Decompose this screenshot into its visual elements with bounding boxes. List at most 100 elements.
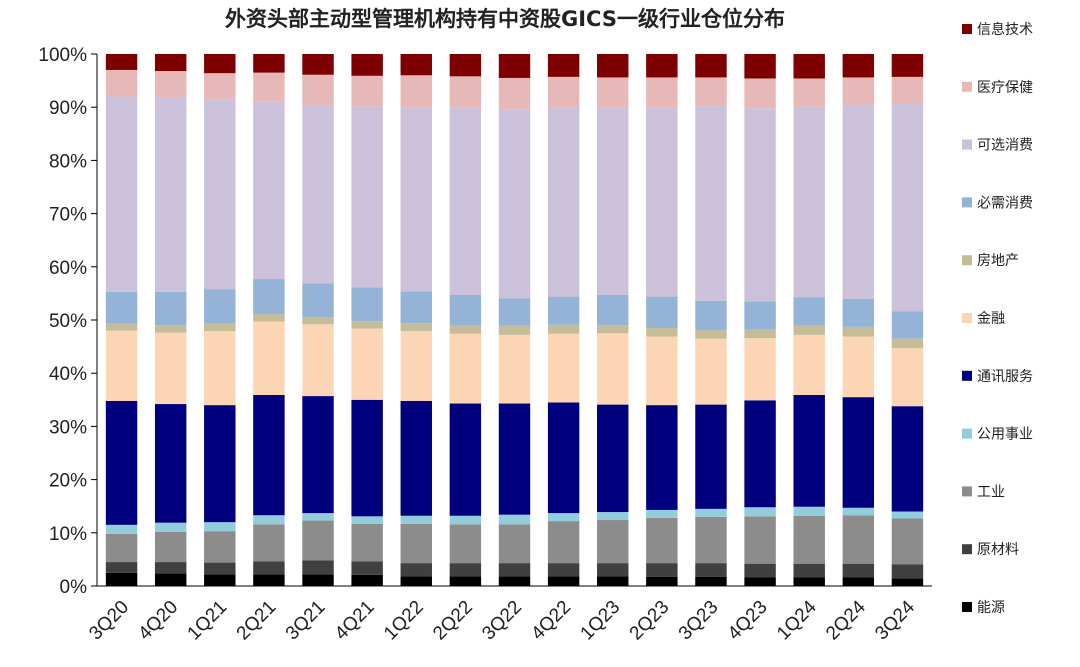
legend-swatch	[962, 197, 972, 208]
bar-stack-3Q24	[891, 54, 924, 586]
bar-segment-1Q21-9	[204, 99, 236, 290]
bar-segment-2Q23-3	[646, 517, 678, 564]
bar-segment-3Q24-10	[891, 76, 924, 104]
bar-segment-3Q21-4	[302, 513, 334, 521]
bar-segment-1Q23-8	[597, 294, 629, 326]
bar-segment-4Q22-2	[547, 563, 580, 577]
legend-label: 必需消费	[977, 195, 1033, 211]
x-tick-label: 1Q23	[577, 597, 625, 645]
bar-segment-4Q23-5	[744, 400, 776, 508]
bar-segment-4Q21-4	[351, 516, 383, 524]
legend-label: 金融	[977, 311, 1005, 327]
bar-segment-2Q24-8	[842, 298, 875, 327]
bar-stack-1Q22	[400, 54, 432, 586]
bar-segment-3Q24-6	[891, 348, 924, 407]
y-axis: 0% 10% 20% 30% 40% 50% 60% 70% 80% 90% 100%	[38, 45, 98, 598]
bar-segment-4Q22-11	[547, 54, 580, 77]
bar-segment-1Q21-5	[204, 405, 236, 523]
bar-segment-1Q22-6	[400, 331, 432, 401]
bar-segment-4Q21-3	[351, 523, 383, 562]
bar-segment-4Q20-6	[154, 332, 187, 405]
bar-segment-4Q23-6	[744, 338, 776, 401]
x-tick-label: 1Q22	[380, 597, 428, 645]
bar-segment-3Q24-3	[891, 518, 924, 565]
x-tick-label: 3Q24	[871, 596, 919, 644]
bar-segment-2Q22-9	[449, 107, 482, 295]
bar-segment-1Q24-2	[793, 563, 825, 578]
bar-segment-1Q24-3	[793, 515, 825, 564]
bar-segment-3Q20-9	[105, 96, 138, 292]
legend-swatch	[962, 428, 972, 439]
bar-segment-4Q20-8	[154, 291, 187, 326]
bar-segment-1Q23-4	[597, 512, 629, 521]
bar-segment-4Q20-2	[154, 562, 187, 574]
x-tick-label: 4Q23	[724, 597, 772, 645]
y-tick-label: 0%	[60, 577, 88, 598]
bar-segment-2Q23-11	[646, 54, 678, 78]
bar-segment-3Q22-10	[498, 77, 531, 110]
bar-segment-2Q24-11	[842, 54, 875, 78]
legend-item: 工业	[962, 484, 1005, 500]
bar-segment-4Q20-7	[154, 325, 187, 333]
bar-segment-4Q21-1	[351, 574, 383, 586]
bar-segment-3Q20-3	[105, 533, 138, 563]
bar-segment-3Q20-2	[105, 562, 138, 573]
bar-segment-2Q23-8	[646, 296, 678, 328]
bar-segment-3Q22-5	[498, 403, 531, 515]
bar-segment-3Q22-2	[498, 563, 531, 577]
x-tick-label: 2Q24	[822, 596, 870, 644]
legend-item: 可选消费	[962, 138, 1033, 154]
x-tick-label: 4Q21	[331, 597, 379, 645]
y-tick-label: 80%	[49, 151, 87, 172]
bar-segment-3Q21-8	[302, 283, 334, 318]
bar-segment-4Q22-4	[547, 513, 580, 522]
bar-segment-2Q23-4	[646, 509, 678, 518]
bar-segment-2Q24-6	[842, 336, 875, 398]
legend-item: 通讯服务	[962, 369, 1033, 385]
bar-segment-3Q21-3	[302, 520, 334, 561]
bar-segment-4Q22-1	[547, 576, 580, 586]
bar-segment-2Q22-8	[449, 294, 482, 326]
legend-label: 原材料	[977, 542, 1019, 558]
legend-swatch	[962, 24, 972, 34]
bar-segment-2Q24-9	[842, 104, 875, 299]
legend-label: 房地产	[977, 253, 1019, 269]
bar-segment-1Q22-11	[400, 54, 432, 76]
legend-label: 可选消费	[977, 138, 1033, 154]
bar-segment-3Q21-1	[302, 574, 334, 586]
bar-segment-4Q20-1	[154, 573, 187, 586]
bar-segment-3Q20-7	[105, 323, 138, 331]
bar-segment-3Q20-5	[105, 400, 138, 525]
bar-stack-1Q23	[597, 54, 629, 586]
bar-segment-2Q22-10	[449, 76, 482, 108]
bar-segment-2Q23-2	[646, 563, 678, 577]
bar-segment-4Q23-1	[744, 577, 776, 586]
bar-stack-2Q21	[253, 54, 285, 586]
bar-segment-4Q21-8	[351, 287, 383, 322]
legend-label: 工业	[977, 484, 1005, 500]
x-tick-label: 4Q22	[527, 597, 575, 645]
bar-segment-1Q22-1	[400, 576, 432, 586]
bar-segment-3Q22-11	[498, 54, 531, 78]
legend-label: 医疗保健	[977, 80, 1033, 96]
x-tick-label: 3Q22	[478, 597, 526, 645]
bar-segment-1Q23-9	[597, 107, 629, 295]
bar-segment-3Q21-10	[302, 74, 334, 105]
bar-segment-1Q21-6	[204, 331, 236, 406]
bar-segment-1Q22-4	[400, 515, 432, 524]
bar-stack-3Q20	[105, 54, 138, 586]
bar-segment-2Q24-5	[842, 397, 875, 508]
bar-stack-2Q22	[449, 54, 482, 586]
bar-segment-2Q21-5	[253, 395, 285, 516]
bar-segment-2Q22-6	[449, 333, 482, 404]
bar-segment-4Q23-10	[744, 78, 776, 109]
bar-segment-1Q23-6	[597, 333, 629, 405]
bar-segment-1Q24-8	[793, 297, 825, 326]
bar-segment-1Q23-10	[597, 77, 629, 108]
y-tick-label: 40%	[49, 364, 87, 385]
x-tick-label: 1Q24	[773, 596, 821, 644]
y-tick-label: 30%	[49, 417, 87, 438]
bar-stack-3Q23	[695, 54, 727, 586]
bar-segment-3Q23-10	[695, 77, 727, 107]
bar-stack-3Q21	[302, 54, 334, 586]
